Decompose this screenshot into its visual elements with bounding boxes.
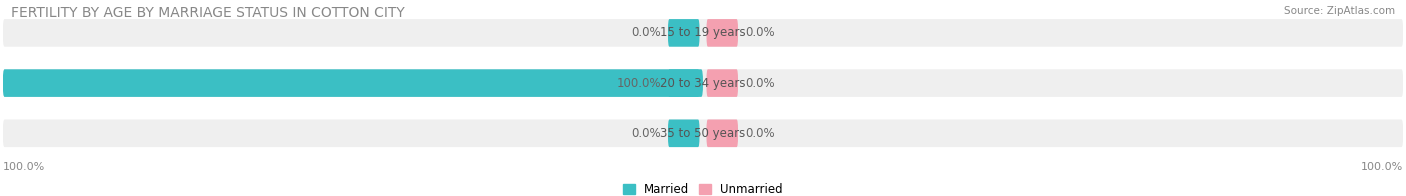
Text: 35 to 50 years: 35 to 50 years bbox=[661, 127, 745, 140]
Text: FERTILITY BY AGE BY MARRIAGE STATUS IN COTTON CITY: FERTILITY BY AGE BY MARRIAGE STATUS IN C… bbox=[11, 6, 405, 20]
FancyBboxPatch shape bbox=[706, 120, 738, 147]
FancyBboxPatch shape bbox=[3, 120, 1403, 147]
FancyBboxPatch shape bbox=[668, 19, 700, 47]
FancyBboxPatch shape bbox=[668, 120, 700, 147]
Text: Source: ZipAtlas.com: Source: ZipAtlas.com bbox=[1284, 6, 1395, 16]
FancyBboxPatch shape bbox=[706, 19, 738, 47]
FancyBboxPatch shape bbox=[706, 69, 738, 97]
Text: 15 to 19 years: 15 to 19 years bbox=[661, 26, 745, 39]
Text: 100.0%: 100.0% bbox=[1361, 162, 1403, 172]
Text: 0.0%: 0.0% bbox=[631, 26, 661, 39]
Legend: Married, Unmarried: Married, Unmarried bbox=[623, 183, 783, 196]
FancyBboxPatch shape bbox=[3, 69, 703, 97]
Text: 0.0%: 0.0% bbox=[631, 127, 661, 140]
Text: 0.0%: 0.0% bbox=[745, 77, 775, 90]
Text: 0.0%: 0.0% bbox=[745, 127, 775, 140]
Text: 100.0%: 100.0% bbox=[3, 162, 45, 172]
Text: 0.0%: 0.0% bbox=[745, 26, 775, 39]
Text: 100.0%: 100.0% bbox=[616, 77, 661, 90]
FancyBboxPatch shape bbox=[3, 69, 1403, 97]
FancyBboxPatch shape bbox=[668, 69, 700, 97]
Text: 20 to 34 years: 20 to 34 years bbox=[661, 77, 745, 90]
FancyBboxPatch shape bbox=[3, 19, 1403, 47]
